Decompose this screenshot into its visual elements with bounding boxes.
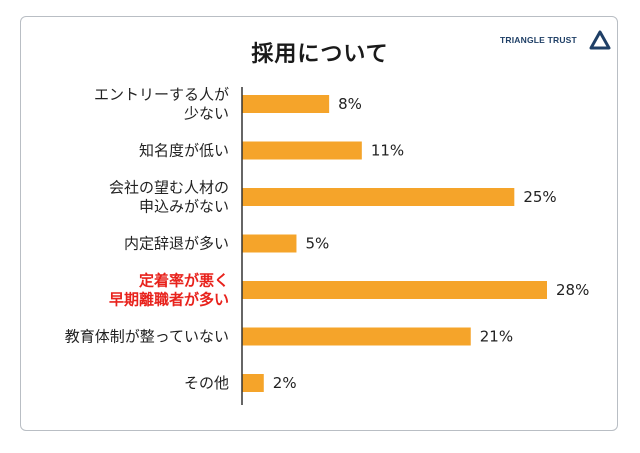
- category-label: 早期離職者が多い: [109, 291, 229, 309]
- category-label: 定着率が悪く: [139, 272, 229, 290]
- chart-title: 採用について: [251, 42, 389, 67]
- bar: [242, 95, 330, 113]
- data-label: 28%: [556, 281, 589, 299]
- category-label: 知名度が低い: [139, 142, 229, 160]
- category-label: 申込みがない: [139, 198, 229, 216]
- bar: [242, 188, 515, 206]
- data-label: 5%: [305, 235, 329, 253]
- bar: [242, 234, 297, 253]
- category-label: 教育体制が整っていない: [65, 328, 229, 346]
- triangle-icon: [589, 30, 611, 50]
- data-label: 2%: [273, 374, 297, 392]
- category-label: エントリーする人が: [94, 86, 229, 104]
- bar: [242, 374, 264, 392]
- bar: [242, 141, 362, 160]
- chart-card: [20, 16, 618, 431]
- data-label: 21%: [480, 328, 513, 346]
- data-label: 8%: [338, 95, 362, 113]
- category-label: その他: [184, 374, 229, 392]
- brand-logo-text: TRIANGLE TRUST: [500, 35, 577, 45]
- data-label: 11%: [371, 142, 404, 160]
- category-label: 少ない: [184, 105, 229, 123]
- category-label: 会社の望む人材の: [109, 179, 229, 197]
- bar: [242, 281, 547, 299]
- bar: [242, 327, 471, 346]
- data-label: 25%: [523, 188, 556, 206]
- category-label: 内定辞退が多い: [124, 235, 229, 253]
- brand-logo: TRIANGLE TRUST: [500, 28, 612, 52]
